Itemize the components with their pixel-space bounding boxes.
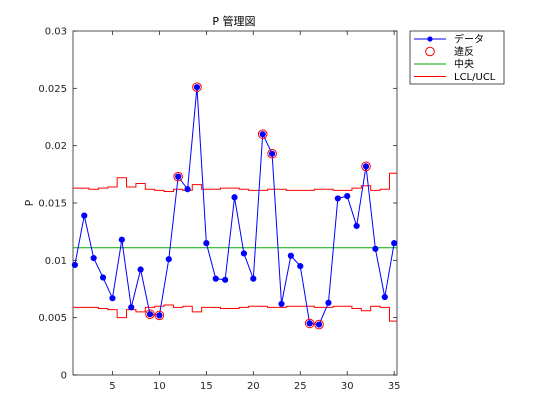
violation-marker — [304, 318, 315, 329]
data-point — [391, 240, 398, 247]
violation-marker — [267, 148, 277, 159]
data-point — [315, 321, 323, 328]
data-point — [165, 256, 172, 263]
data-point — [381, 293, 388, 301]
data-point — [278, 300, 285, 308]
data-point — [259, 131, 266, 138]
data-point — [156, 312, 163, 319]
legend-label: 中央 — [454, 58, 474, 71]
y-tick-label: 0.015 — [38, 199, 67, 210]
data-point — [128, 304, 135, 311]
x-tick-label: 15 — [200, 381, 213, 392]
y-axis-label: P — [23, 199, 36, 206]
data-point — [325, 299, 332, 306]
legend-label: 違反 — [454, 45, 474, 58]
lcl-line — [73, 304, 397, 322]
data-point — [137, 266, 144, 273]
data-point — [268, 150, 276, 157]
chart-title: P 管理図 — [212, 14, 255, 28]
y-tick-label: 0.01 — [45, 256, 67, 267]
data-point — [240, 250, 248, 257]
data-point — [306, 320, 313, 327]
data-point — [362, 163, 370, 170]
plot-area: 5 10 15 20 25 30 35 0 0.005 0.01 0.015 0.02 0.025 0.0… — [38, 27, 400, 393]
violation-marker — [257, 129, 268, 139]
violation-marker — [145, 309, 155, 320]
data-point — [287, 252, 294, 259]
violation-marker — [173, 171, 183, 182]
data-point — [231, 194, 238, 201]
violation-marker — [154, 310, 165, 321]
data-point — [334, 195, 341, 202]
data-point — [193, 84, 201, 91]
data-point — [297, 262, 304, 270]
x-tick-label: 10 — [153, 381, 166, 392]
x-tick-label: 30 — [341, 381, 354, 392]
data-point — [353, 222, 360, 230]
data-point — [184, 186, 191, 193]
data-point — [222, 276, 229, 283]
data-point — [90, 254, 97, 262]
data-point — [146, 311, 154, 318]
x-tick-label: 20 — [247, 381, 260, 392]
y-tick-label: 0.02 — [45, 141, 67, 152]
legend-label: LCL/UCL — [454, 72, 496, 83]
data-point — [109, 295, 116, 302]
violation-marker — [192, 82, 202, 92]
x-tick-label: 5 — [109, 381, 115, 392]
legend-swatch-marker — [425, 46, 435, 57]
violation-marker — [361, 161, 371, 172]
legend-swatch-marker — [427, 36, 433, 42]
data-point — [71, 261, 78, 269]
legend-label: データ — [454, 33, 484, 46]
data-point — [81, 212, 88, 219]
data-point — [344, 193, 351, 200]
y-tick-label: 0 — [61, 371, 67, 382]
legend-box — [409, 30, 505, 85]
data-point — [203, 240, 210, 247]
data-point — [99, 274, 107, 281]
x-tick-label: 25 — [294, 381, 307, 392]
data-point — [250, 275, 257, 282]
ucl-line — [73, 172, 397, 193]
violation-marker — [314, 319, 324, 330]
y-tick-label: 0.005 — [38, 313, 67, 324]
data-point — [212, 275, 219, 282]
y-tick-label: 0.025 — [38, 84, 67, 95]
data-point — [175, 173, 182, 180]
data-point — [118, 236, 125, 243]
y-tick-label: 0.03 — [45, 27, 67, 38]
x-tick-label: 35 — [388, 381, 401, 392]
data-point — [372, 245, 379, 252]
